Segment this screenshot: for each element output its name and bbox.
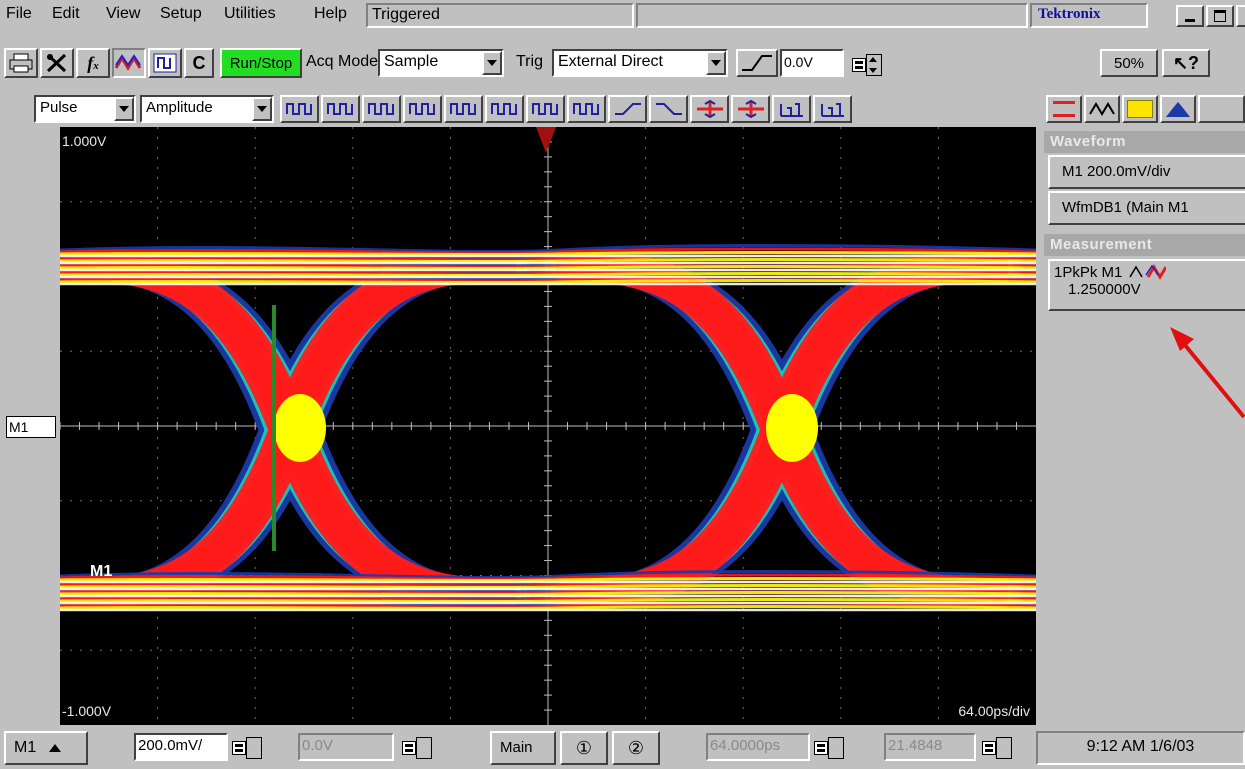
measurement-value: 1.250000V <box>1068 281 1141 298</box>
menu-setup[interactable]: Setup <box>160 5 202 22</box>
period-meas-icon[interactable] <box>321 95 360 123</box>
waveform-display-icon[interactable] <box>112 48 146 78</box>
trig-level-spinner[interactable] <box>850 52 884 78</box>
chevron-down-icon[interactable] <box>114 97 134 121</box>
menu-edit[interactable]: Edit <box>52 5 80 22</box>
amplitude-select[interactable]: Amplitude <box>140 95 274 123</box>
cursor-measure-icon[interactable] <box>148 48 182 78</box>
channel-marker[interactable]: M1 <box>6 416 56 438</box>
waveform-display[interactable]: 1.000V -1.000V 64.00ps/div M1 <box>60 127 1036 725</box>
display-persist-icon[interactable] <box>1122 95 1158 123</box>
timebase-label: 64.00ps/div <box>958 703 1030 719</box>
annotation-arrow <box>1170 327 1245 419</box>
horizontal-scale-spinner[interactable] <box>812 735 846 761</box>
display-vector-icon[interactable] <box>1084 95 1120 123</box>
waveform-header: Waveform <box>1044 131 1245 153</box>
menu-file[interactable]: File <box>6 5 32 22</box>
menu-utilities[interactable]: Utilities <box>224 5 276 22</box>
offset-field[interactable]: 0.0V <box>298 733 394 761</box>
zoom-1-icon[interactable]: ① <box>560 731 608 765</box>
chevron-down-icon[interactable] <box>706 51 726 75</box>
measurement-name: 1PkPk M1 <box>1054 263 1123 281</box>
minimize-button[interactable] <box>1176 5 1204 27</box>
trigger-slope-icon[interactable] <box>736 49 778 77</box>
keypad-icon[interactable] <box>852 58 866 72</box>
function-icon[interactable]: fx <box>76 48 110 78</box>
chevron-down-icon[interactable] <box>252 97 272 121</box>
brand-box: Tektronix <box>1030 3 1148 28</box>
trig-level-field[interactable]: 0.0V <box>780 49 844 77</box>
tektronix-logo: Tektronix <box>1038 6 1101 22</box>
spin-arrows-icon[interactable] <box>866 54 882 76</box>
measurement-header: Measurement <box>1044 234 1245 256</box>
stats-meas-icon[interactable] <box>813 95 852 123</box>
toolbar-main: fx C Run/Stop Acq Mode Sample Trig Exter… <box>0 30 1245 90</box>
maximize-button[interactable] <box>1206 5 1234 27</box>
histogram-icon[interactable] <box>1160 95 1196 123</box>
pk-pk-meas-icon[interactable] <box>731 95 770 123</box>
position-spinner[interactable] <box>980 735 1014 761</box>
rise-meas-icon[interactable] <box>444 95 483 123</box>
measurement-item-pkpk[interactable]: 1PkPk M1 1.250000V <box>1048 259 1245 311</box>
pulse-meas-icon[interactable] <box>280 95 319 123</box>
status-field-2 <box>636 3 1028 28</box>
trigger-position-marker[interactable] <box>536 127 556 153</box>
main-timebase-button[interactable]: Main <box>490 731 556 765</box>
position-field[interactable]: 21.4848 <box>884 733 976 761</box>
display-off-icon[interactable] <box>1046 95 1082 123</box>
pulse-select[interactable]: Pulse <box>34 95 136 123</box>
rise-edge-icon[interactable] <box>608 95 647 123</box>
vertical-scale-spinner[interactable] <box>230 735 264 761</box>
status-bar: M1 200.0mV/ 0.0V Main ① ② 64.0000ps 21.4… <box>0 727 1245 769</box>
pkpk-waveform-icon <box>1129 264 1167 280</box>
zoom-button[interactable]: 50% <box>1100 49 1158 77</box>
display-mode-buttons <box>1046 95 1245 125</box>
run-stop-button[interactable]: Run/Stop <box>220 48 302 78</box>
freq-meas-icon[interactable] <box>567 95 606 123</box>
status-field: Triggered <box>366 3 634 28</box>
waveform-item-wfmdb1[interactable]: WfmDB1 (Main M1 <box>1048 191 1245 225</box>
more-display-icon[interactable] <box>1198 95 1245 123</box>
measurement-buttons <box>280 95 870 125</box>
top-voltage-label: 1.000V <box>62 133 107 149</box>
fall-edge-icon[interactable] <box>649 95 688 123</box>
vertical-scale-field[interactable]: 200.0mV/ <box>134 733 228 761</box>
eye-diagram <box>60 127 1036 725</box>
waveform-item-m1[interactable]: M1 200.0mV/div <box>1048 155 1245 189</box>
burst-meas-icon[interactable] <box>526 95 565 123</box>
triangle-up-icon <box>48 743 61 752</box>
trig-source-select[interactable]: External Direct <box>552 49 728 77</box>
fall-meas-icon[interactable] <box>485 95 524 123</box>
trig-label: Trig <box>516 53 543 70</box>
crossing-meas-icon[interactable] <box>772 95 811 123</box>
acq-mode-select[interactable]: Sample <box>378 49 504 77</box>
amplitude-meas-icon[interactable] <box>690 95 729 123</box>
tools-icon[interactable] <box>40 48 74 78</box>
acq-mode-label: Acq Mode <box>306 53 379 70</box>
print-icon[interactable] <box>4 48 38 78</box>
pos-width-icon[interactable] <box>362 95 401 123</box>
bottom-voltage-label: -1.000V <box>62 703 112 719</box>
datetime-display: 9:12 AM 1/6/03 <box>1036 731 1245 765</box>
neg-width-icon[interactable] <box>403 95 442 123</box>
help-pointer-icon[interactable]: ↖? <box>1162 49 1210 77</box>
offset-spinner[interactable] <box>400 735 434 761</box>
zoom-2-icon[interactable]: ② <box>612 731 660 765</box>
menu-view[interactable]: View <box>106 5 141 22</box>
toolbar-measure: Pulse Amplitude <box>0 90 1245 126</box>
menu-bar: File Edit View Setup Utilities Help Trig… <box>0 0 1245 30</box>
menu-help[interactable]: Help <box>314 5 347 22</box>
side-panel: Waveform M1 200.0mV/div WfmDB1 (Main M1 … <box>1044 127 1245 725</box>
chevron-down-icon[interactable] <box>482 51 502 75</box>
c-button[interactable]: C <box>184 48 214 78</box>
channel-select-button[interactable]: M1 <box>4 731 88 765</box>
close-button[interactable] <box>1236 5 1245 27</box>
trace-label: M1 <box>90 563 113 580</box>
horizontal-scale-field[interactable]: 64.0000ps <box>706 733 810 761</box>
